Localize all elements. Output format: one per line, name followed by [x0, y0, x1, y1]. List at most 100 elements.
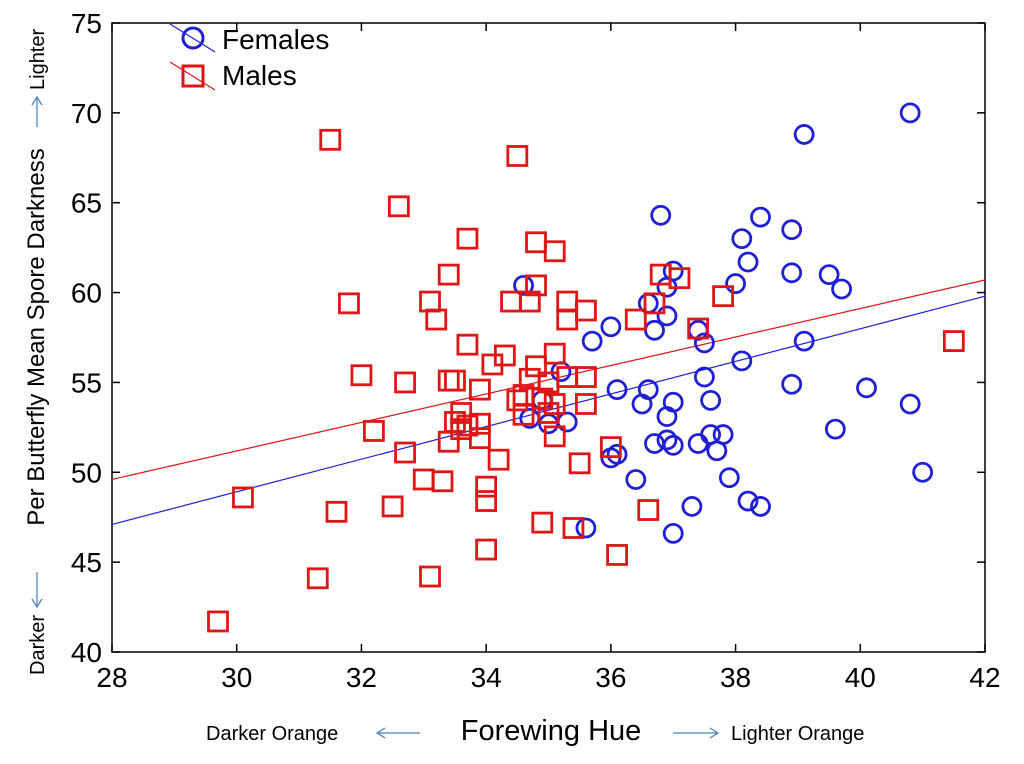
- males-data-point: [469, 427, 491, 450]
- males-data-point: [350, 364, 373, 387]
- males-data-point: [518, 290, 541, 313]
- females-data-point: [637, 379, 659, 401]
- females-data-point: [781, 373, 803, 395]
- males-data-point: [568, 452, 591, 475]
- females-data-point: [700, 389, 722, 411]
- males-data-point: [381, 495, 404, 518]
- males-data-point: [412, 468, 435, 491]
- x-high-label: Lighter Orange: [731, 723, 864, 745]
- males-data-point: [387, 195, 410, 218]
- males-data-point: [306, 567, 329, 590]
- females-data-point: [513, 274, 534, 296]
- males-trendline: [111, 279, 986, 481]
- y-low-label: Darker: [27, 615, 49, 675]
- y-tick-label: 55: [71, 367, 102, 398]
- y-tick-label: 50: [71, 457, 102, 488]
- females-data-point: [831, 278, 852, 300]
- legend-males-line: [169, 61, 216, 91]
- females-data-point: [725, 273, 746, 294]
- x-tick-label: 30: [221, 662, 252, 693]
- females-data-point: [662, 522, 684, 544]
- females-data-point: [737, 490, 759, 512]
- males-data-point: [525, 355, 547, 378]
- males-data-point: [437, 369, 460, 392]
- x-tick-label: 36: [595, 662, 626, 693]
- males-data-point: [531, 511, 554, 534]
- males-data-point: [606, 544, 628, 566]
- x-tick-label: 34: [471, 662, 502, 693]
- females-data-point: [750, 206, 771, 228]
- x-tick-label: 32: [346, 662, 377, 693]
- males-data-point: [469, 412, 491, 435]
- females-data-point: [856, 377, 877, 399]
- trendlines: [111, 279, 986, 525]
- females-data-point: [824, 418, 846, 440]
- x-tick-label: 40: [845, 662, 876, 693]
- females-data-point: [912, 461, 934, 483]
- y-axis-title: Per Butterfly Mean Spore Darkness: [23, 148, 50, 526]
- males-data-point: [556, 290, 579, 313]
- data-points: [207, 102, 965, 633]
- males-data-point: [481, 353, 504, 376]
- legend: Females Males: [169, 23, 329, 91]
- males-data-point: [712, 285, 734, 308]
- axis-ticks: 28 30 32 34 36 38 40 42 40 45 50 55 60 65 70 75: [71, 8, 1001, 693]
- females-data-point: [681, 496, 703, 517]
- males-data-point: [487, 448, 510, 471]
- females-data-point: [793, 124, 815, 145]
- males-data-point: [525, 231, 547, 254]
- legend-females-line: [169, 23, 216, 53]
- males-data-point: [556, 308, 579, 331]
- legend-females-label: Females: [222, 24, 329, 55]
- plot-frame: [111, 22, 986, 653]
- males-data-point: [437, 430, 460, 453]
- y-tick-label: 65: [71, 188, 102, 219]
- males-data-point: [431, 470, 454, 493]
- males-data-point: [394, 441, 416, 464]
- legend-females-marker: [181, 26, 205, 50]
- females-data-point: [693, 332, 715, 354]
- males-data-point: [362, 420, 385, 442]
- males-data-point: [500, 290, 522, 313]
- females-data-point: [731, 228, 753, 250]
- females-data-point: [818, 264, 840, 286]
- females-data-point: [899, 102, 921, 124]
- y-down-arrow-icon: [31, 572, 43, 609]
- males-data-point: [537, 402, 560, 424]
- y-up-arrow-icon: [31, 95, 43, 127]
- males-data-point: [575, 393, 597, 415]
- females-data-point: [712, 424, 734, 445]
- females-data-point: [781, 219, 803, 241]
- males-data-point: [319, 128, 342, 151]
- females-data-point: [656, 406, 678, 427]
- males-data-point: [475, 538, 498, 561]
- males-data-point: [637, 499, 660, 521]
- males-data-point: [543, 240, 566, 263]
- males-data-point: [624, 308, 647, 331]
- females-data-point: [656, 305, 678, 327]
- females-data-point: [606, 443, 628, 465]
- males-data-point: [425, 308, 448, 331]
- females-data-point: [687, 433, 709, 454]
- x-right-arrow-icon: [673, 727, 720, 739]
- males-data-point: [444, 369, 466, 392]
- females-data-point: [581, 330, 603, 352]
- x-left-arrow-icon: [375, 727, 420, 739]
- males-data-point: [394, 371, 416, 394]
- males-data-point: [506, 145, 529, 167]
- y-tick-label: 45: [71, 547, 102, 578]
- males-data-point: [419, 290, 441, 313]
- females-data-point: [644, 433, 665, 454]
- females-data-point: [693, 366, 715, 388]
- males-data-point: [475, 490, 498, 512]
- males-data-point: [232, 486, 254, 509]
- males-data-point: [207, 610, 229, 633]
- males-data-point: [512, 403, 535, 426]
- legend-males-marker: [181, 64, 205, 88]
- females-data-point: [793, 330, 815, 352]
- females-data-point: [781, 262, 803, 284]
- males-data-point: [543, 342, 566, 365]
- females-data-point: [575, 517, 597, 539]
- y-tick-label: 60: [71, 278, 102, 309]
